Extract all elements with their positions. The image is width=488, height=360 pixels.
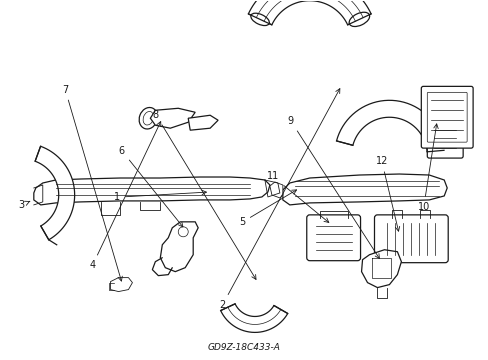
FancyBboxPatch shape xyxy=(427,116,462,158)
Polygon shape xyxy=(220,304,287,332)
Polygon shape xyxy=(34,177,269,205)
Polygon shape xyxy=(160,222,198,272)
FancyBboxPatch shape xyxy=(421,86,472,148)
Text: GD9Z-18C433-A: GD9Z-18C433-A xyxy=(207,343,280,352)
Text: 5: 5 xyxy=(239,190,296,227)
Text: 10: 10 xyxy=(417,124,437,212)
Text: 8: 8 xyxy=(152,110,256,279)
Text: 3: 3 xyxy=(19,200,30,210)
Text: 11: 11 xyxy=(266,171,328,222)
Polygon shape xyxy=(282,174,447,205)
Text: 6: 6 xyxy=(119,145,183,227)
Text: 12: 12 xyxy=(375,156,399,231)
Polygon shape xyxy=(248,0,370,25)
Text: 4: 4 xyxy=(89,122,161,270)
Ellipse shape xyxy=(348,12,369,27)
Ellipse shape xyxy=(250,13,269,26)
Text: 1: 1 xyxy=(114,190,206,202)
Ellipse shape xyxy=(143,112,153,125)
Polygon shape xyxy=(269,182,282,198)
Text: 9: 9 xyxy=(287,116,379,258)
FancyBboxPatch shape xyxy=(374,215,447,263)
Polygon shape xyxy=(150,108,195,128)
FancyBboxPatch shape xyxy=(306,215,360,261)
Polygon shape xyxy=(35,146,75,240)
Text: 7: 7 xyxy=(62,85,122,281)
Ellipse shape xyxy=(139,108,157,129)
Polygon shape xyxy=(361,250,401,288)
Polygon shape xyxy=(188,115,218,130)
Text: 2: 2 xyxy=(219,89,339,310)
Polygon shape xyxy=(110,278,132,292)
Polygon shape xyxy=(336,100,443,152)
FancyBboxPatch shape xyxy=(427,92,466,142)
